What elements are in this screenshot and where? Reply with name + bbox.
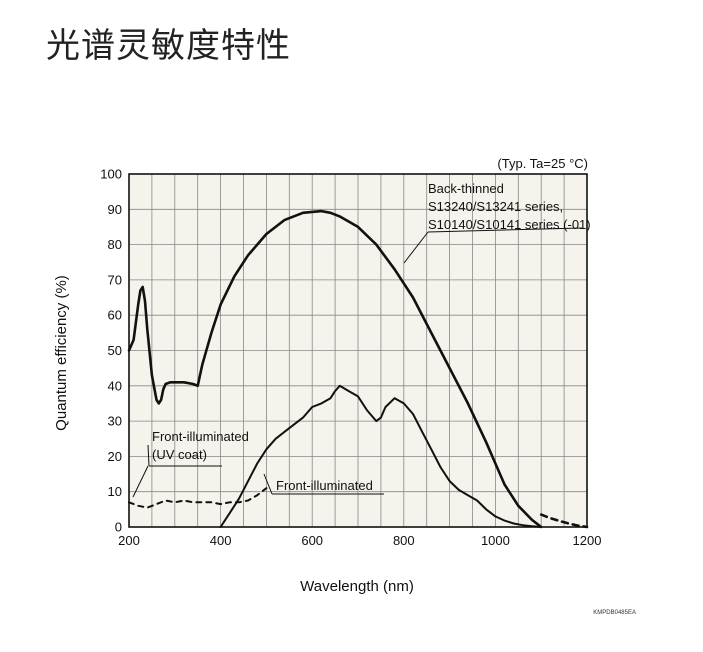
series-line-back-thinned [127,209,543,529]
series-line-back-thinned-tail [539,513,589,529]
y-tick-label: 40 [108,378,122,393]
y-tick-label: 90 [108,202,122,217]
chart-series [127,209,589,529]
front-illuminated-label: Front-illuminated [276,478,373,493]
y-tick-label: 50 [108,343,122,358]
back-thinned-leader [403,231,429,264]
back-thinned-label-line: Back-thinned [428,181,504,196]
plot-frame [128,173,588,528]
x-tick-label: 600 [301,533,323,548]
chart-grid [129,174,587,527]
y-tick-label: 70 [108,272,122,287]
x-tick-label: 400 [210,533,232,548]
front-uv-label-line: Front-illuminated [152,429,249,444]
y-tick-label: 100 [100,167,122,182]
y-axis-label: Quantum efficiency (%) [53,275,70,431]
series-line-front-illuminated [219,384,543,528]
y-tick-label: 30 [108,414,122,429]
front-uv-leader [132,465,149,498]
back-thinned-label-line: S13240/S13241 series, [428,199,563,214]
front-uv-label-line: (UV coat) [152,447,207,462]
series-line-front-illuminated-uv [128,487,268,509]
front-uv-label-bracket [147,444,150,467]
x-axis-label: Wavelength (nm) [300,578,414,595]
back-thinned-label-underline [427,227,583,233]
condition-label: (Typ. Ta=25 °C) [497,156,588,171]
y-tick-label: 80 [108,237,122,252]
back-thinned-label-line: S10140/S10141 series (-01) [428,217,591,232]
y-tick-label: 60 [108,308,122,323]
x-tick-label: 200 [118,533,140,548]
x-tick-label: 800 [393,533,415,548]
y-tick-label: 20 [108,449,122,464]
chart-annotations: Back-thinned S13240/S13241 series, S10140/… [132,181,591,498]
y-tick-label: 0 [115,520,122,535]
figure-code: KMPDB0485EA [593,610,636,616]
front-illuminated-leader [263,473,273,495]
y-tick-label: 10 [108,484,122,499]
chart-ticks: 200 400 600 800 1000 1200 0 10 20 30 40 50 60 70 80 90 1… [100,167,601,549]
page-title: 光谱灵敏度特性 [46,26,291,66]
x-tick-label: 1000 [481,533,510,548]
x-tick-label: 1200 [573,533,602,548]
